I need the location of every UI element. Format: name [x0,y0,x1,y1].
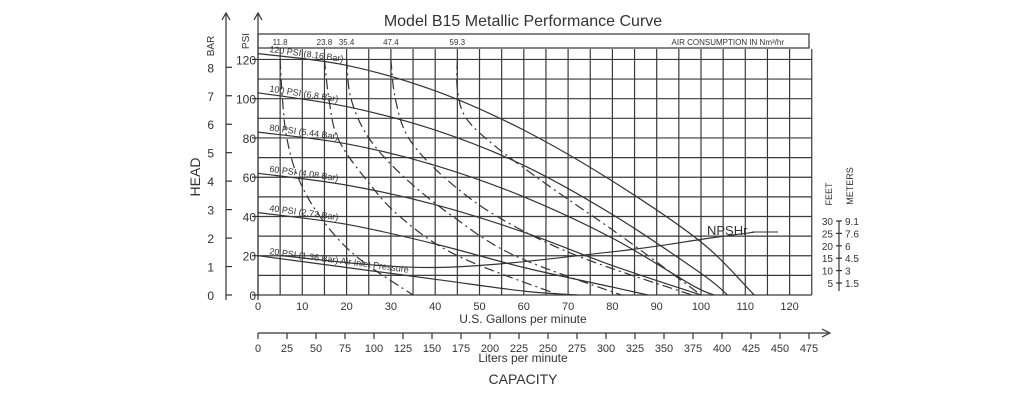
bar-tick-label: 5 [207,147,214,161]
meters-value: 9.1 [845,217,859,228]
lpm-tick-label: 200 [481,343,499,355]
feet-value: 20 [822,242,834,253]
meters-value: 6 [845,242,851,253]
lpm-tick-label: 0 [255,343,261,355]
bar-tick-label: 7 [207,90,214,104]
bar-tick-label: 4 [207,175,214,189]
lpm-tick-label: 175 [452,343,470,355]
air-consumption-value: 11.8 [273,38,289,47]
lpm-tick-label: 325 [626,343,644,355]
lpm-tick-label: 475 [800,343,818,355]
npshr-curve [280,231,755,269]
psi-tick-label: 0 [249,289,256,303]
feet-value: 10 [822,267,834,278]
gpm-tick-label: 40 [429,301,441,313]
psi-tick-label: 100 [236,93,256,107]
gpm-tick-label: 80 [606,301,618,313]
lpm-tick-label: 100 [365,343,383,355]
psi-tick-label: 60 [243,171,257,185]
air-consumption-curve [323,59,560,296]
bar-tick-label: 6 [207,118,214,132]
head-label: HEAD [187,158,203,197]
lpm-tick-label: 50 [310,343,322,355]
meters-value: 1.5 [845,279,859,290]
lpm-tick-label: 125 [394,343,412,355]
meters-value: 7.6 [845,229,859,240]
chart-title: Model B15 Metallic Performance Curve [384,13,662,30]
air-consumption-curve [456,59,702,296]
air-consumption-value: 23.8 [317,38,333,47]
series-curve [257,255,578,296]
feet-value: 15 [822,254,834,265]
lpm-tick-label: 375 [684,343,702,355]
feet-label: FEET [824,182,834,206]
bar-axis-label: BAR [206,36,217,57]
psi-tick-label: 120 [236,53,256,67]
gpm-tick-label: 0 [255,301,261,313]
bar-tick-label: 3 [207,204,214,218]
bar-tick-label: 2 [207,232,214,246]
air-consumption-value: 59.3 [450,38,466,47]
series-curve [257,212,648,296]
lpm-tick-label: 450 [771,343,789,355]
meters-value: 3 [845,267,851,278]
lpm-tick-label: 225 [510,343,528,355]
air-consumption-value: 35.4 [339,38,355,47]
psi-axis-arrow [253,11,263,21]
lpm-tick-label: 275 [568,343,586,355]
lpm-tick-label: 350 [655,343,673,355]
gpm-axis-label: U.S. Gallons per minute [459,312,587,326]
gpm-tick-label: 60 [518,301,530,313]
air-consumption-label: AIR CONSUMPTION IN Nm³/hr [672,38,785,47]
lpm-axis-arrow [821,328,832,338]
npshr-label: NPSHr [707,223,748,238]
lpm-tick-label: 400 [713,343,731,355]
series-curve [257,131,715,296]
gpm-tick-label: 120 [780,301,798,313]
gpm-tick-label: 20 [340,301,352,313]
series-label: 80 PSI (5.44 Bar) [269,123,339,142]
gpm-tick-label: 50 [473,301,485,313]
meters-value: 4.5 [845,254,859,265]
lpm-tick-label: 300 [597,343,615,355]
bar-axis-arrow [221,11,231,21]
psi-tick-label: 40 [243,210,257,224]
bar-tick-label: 0 [207,289,214,303]
meters-label: METERS [845,167,855,205]
lpm-tick-label: 425 [742,343,760,355]
gpm-tick-label: 10 [296,301,308,313]
air-consumption-curve [346,59,622,296]
bar-tick-label: 1 [207,261,214,275]
lpm-tick-label: 25 [281,343,293,355]
lpm-tick-label: 150 [423,343,441,355]
psi-tick-label: 80 [243,132,257,146]
feet-value: 30 [822,217,834,228]
lpm-tick-label: 75 [339,343,351,355]
series-curve [257,172,702,296]
air-consumption-value: 47.4 [383,38,399,47]
series-curve [257,92,728,296]
gpm-tick-label: 100 [692,301,710,313]
bar-tick-label: 8 [207,61,214,75]
gpm-tick-label: 30 [385,301,397,313]
psi-axis-label: PSI [241,33,252,49]
lpm-tick-label: 250 [539,343,557,355]
air-consumption-curve [390,59,693,296]
series-label: 40 PSI (2.72 Bar) [269,203,339,222]
gpm-tick-label: 90 [651,301,663,313]
psi-tick-label: 20 [243,250,257,264]
feet-value: 5 [827,279,833,290]
capacity-label: CAPACITY [489,371,559,387]
series-label: 60 PSI (4.08 Bar) [269,164,339,183]
gpm-tick-label: 110 [737,301,755,313]
feet-value: 25 [822,229,834,240]
lpm-axis-label: Liters per minute [478,351,568,365]
gpm-tick-label: 70 [562,301,574,313]
